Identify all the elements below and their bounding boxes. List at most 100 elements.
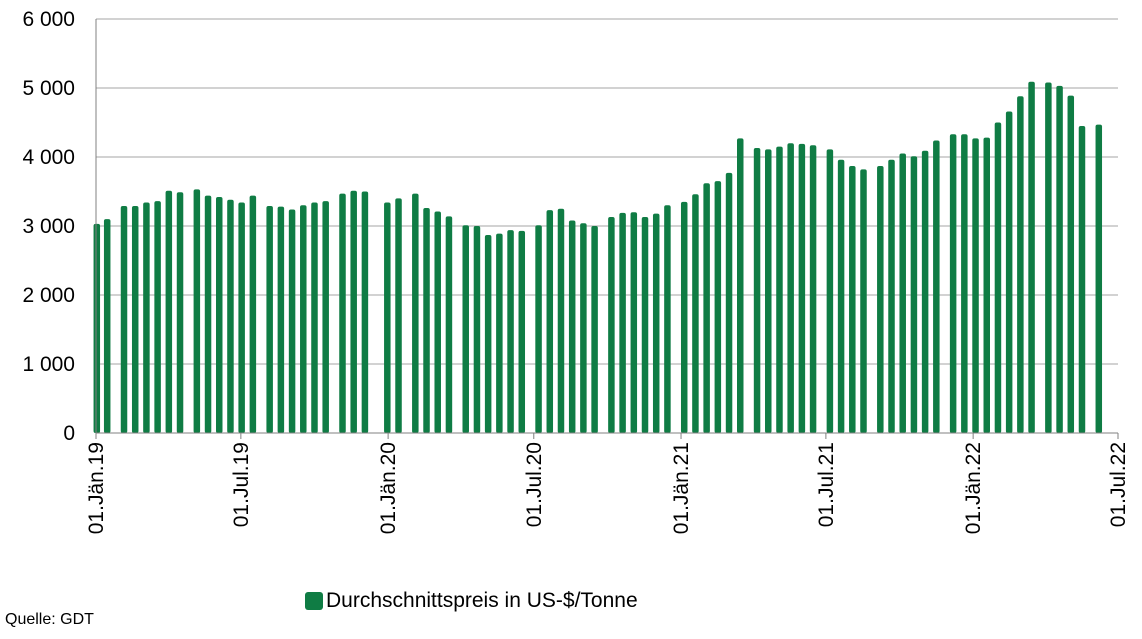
bar [591,226,598,433]
bar [350,190,357,433]
bar [1095,124,1103,433]
y-tick-label: 2 000 [22,284,75,307]
bar [680,201,688,433]
bar [630,212,638,433]
bar [703,183,710,433]
y-tick-label: 0 [63,422,75,445]
bar [568,220,576,433]
bar [484,234,492,433]
bar [277,206,285,433]
bar [899,153,906,434]
bar [877,165,884,433]
bar [496,233,503,433]
x-tick-label: 01.Jul.22 [1107,442,1130,527]
bar [384,202,391,433]
bar [961,134,968,434]
x-tick-label: 01.Jul.21 [815,442,838,527]
bar [888,159,895,433]
bar [652,213,660,433]
source-note: Quelle: GDT [5,611,94,628]
bar [1056,85,1063,434]
bar [837,159,845,433]
x-tick-label: 01.Jän.22 [962,442,985,534]
bar [546,210,554,433]
bar [311,202,318,433]
bar [921,150,929,434]
bar [983,137,990,433]
bar [165,190,173,433]
bar [608,217,615,433]
bar [664,205,671,433]
bar [580,223,587,433]
bar [910,156,918,433]
legend-label: Durchschnittspreis in US-$/Tonne [326,589,638,612]
y-axis-ticks: 0 1 000 2 000 3 000 4 000 5 000 6 000 [22,8,75,445]
bar [518,230,526,433]
bar [860,169,867,434]
bar [193,189,201,433]
bar [826,149,834,433]
gridlines [96,18,1118,365]
y-tick-label: 5 000 [22,77,75,100]
bar [445,216,453,433]
y-tick-label: 6 000 [22,8,75,31]
bar [787,143,794,433]
bar [131,205,139,433]
y-tick-label: 4 000 [22,146,75,169]
bar-series [93,81,1103,434]
chart: 0 1 000 2 000 3 000 4 000 5 000 6 000 01.Jän.1… [22,8,1130,534]
bar [120,205,128,433]
bar [395,198,402,433]
y-tick-label: 3 000 [22,215,75,238]
bar [1017,96,1024,433]
x-tick-label: 01.Jän.21 [670,442,693,534]
bar [143,202,150,433]
bar [93,223,101,433]
bar [249,195,257,433]
bar [714,181,722,433]
bar [994,122,1002,433]
bar [103,219,111,433]
bar [227,199,234,433]
x-axis-ticks: 01.Jän.19 01.Jul.19 01.Jän.20 01.Jul.20 01.J… [85,433,1130,534]
bar [1045,82,1052,433]
bar [535,225,542,433]
bar [1028,81,1035,433]
bar [641,217,649,433]
bar [423,208,430,433]
bar [473,226,481,433]
bar [949,134,957,434]
bar [1078,125,1086,433]
bar [809,145,817,433]
bar [176,192,184,433]
bar [322,201,329,433]
bar [557,208,565,433]
bar [507,230,514,433]
bar [725,172,733,433]
bar [288,209,296,433]
bar [765,149,772,433]
x-tick-label: 01.Jän.20 [377,442,400,534]
x-tick-label: 01.Jul.20 [523,442,546,527]
bar [1005,111,1013,434]
bar [737,138,744,433]
bar [154,201,161,433]
bar [972,138,979,433]
bar [238,202,245,433]
bar [776,146,783,433]
bar [619,212,626,433]
axes [95,19,1118,434]
bar [753,148,761,433]
bar [434,211,441,433]
legend: Durchschnittspreis in US-$/Tonne [305,588,638,614]
x-tick-label: 01.Jul.19 [230,442,253,527]
bar [361,191,369,433]
bar [1067,95,1075,433]
bar [849,165,856,433]
bar [692,194,699,433]
bar [933,140,940,433]
legend-swatch [305,592,323,610]
x-tick-label: 01.Jän.19 [85,442,108,534]
bar [798,143,806,433]
bar [204,195,212,433]
